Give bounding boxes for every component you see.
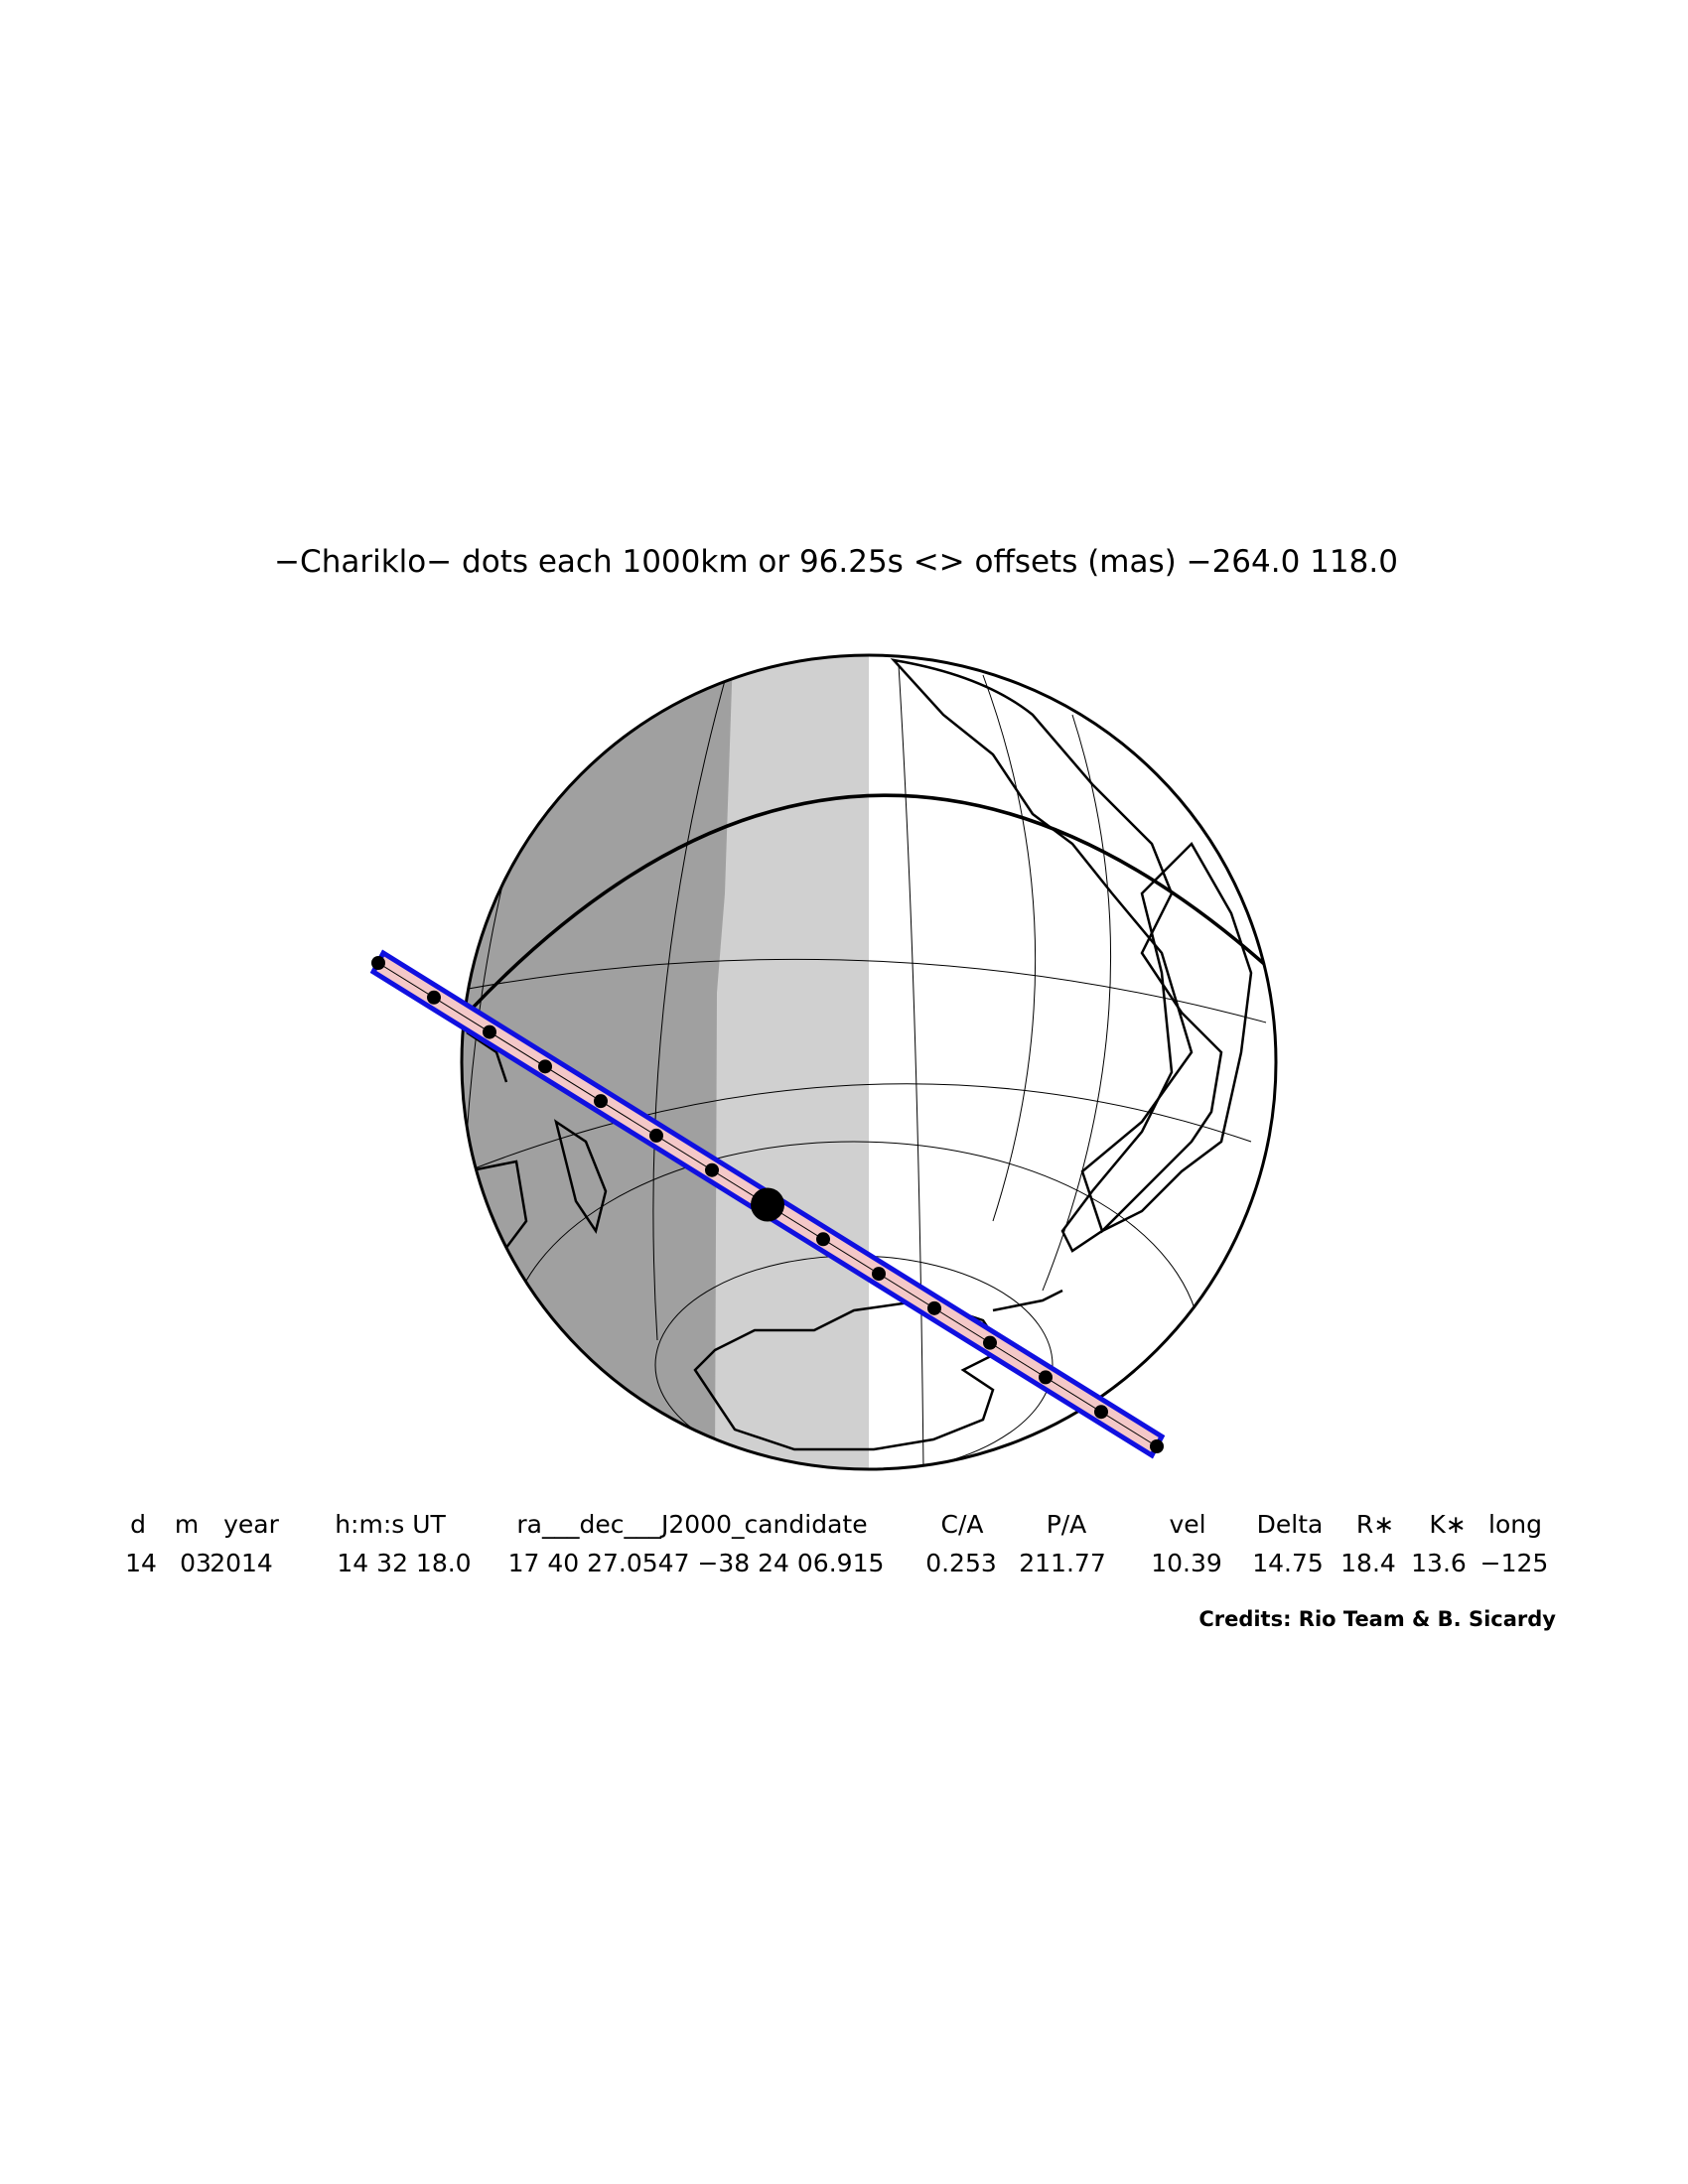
path-dot <box>371 956 385 970</box>
column-header: ra___dec___J2000_candidate <box>516 1510 867 1539</box>
column-header: long <box>1488 1510 1542 1539</box>
path-dot <box>1039 1370 1053 1385</box>
cell: 14 32 18.0 <box>337 1549 471 1577</box>
cell: 0.253 <box>925 1549 997 1577</box>
path-dot <box>1094 1405 1108 1420</box>
credits: Credits: Rio Team & B. Sicardy <box>1198 1607 1556 1631</box>
cell: 18.4 <box>1340 1549 1396 1577</box>
column-header: C/A <box>941 1510 984 1539</box>
cell: 17 40 27.0547 −38 24 06.915 <box>508 1549 885 1577</box>
path-dot <box>872 1267 886 1282</box>
path-dot <box>927 1300 941 1315</box>
column-header: h:m:s UT <box>335 1510 446 1539</box>
path-dot <box>594 1094 608 1109</box>
cell: 10.39 <box>1151 1549 1222 1577</box>
equator <box>462 793 1274 1024</box>
column-header: d <box>130 1510 146 1539</box>
column-header: K∗ <box>1429 1510 1466 1539</box>
cell: 14 <box>125 1549 157 1577</box>
map-title: −Chariklo− dots each 1000km or 96.25s <>… <box>274 544 1398 580</box>
path-dot <box>1150 1439 1164 1453</box>
column-header: m <box>175 1510 199 1539</box>
path-dot <box>705 1162 719 1177</box>
globe <box>460 653 1278 1471</box>
cell: −125 <box>1480 1549 1549 1577</box>
cell: 211.77 <box>1019 1549 1105 1577</box>
path-dot <box>649 1128 663 1143</box>
cell: 03 <box>180 1549 211 1577</box>
central-body <box>751 1187 784 1222</box>
globe-outline <box>460 653 1278 1471</box>
path-dots <box>371 956 1164 1453</box>
coastlines <box>465 658 1253 1451</box>
path-dot <box>538 1059 552 1074</box>
cell: 13.6 <box>1411 1549 1467 1577</box>
event-table: d m year h:m:s UT ra___dec___J2000_candidate… <box>125 1510 1548 1577</box>
column-header: year <box>223 1510 279 1539</box>
column-header: vel <box>1169 1510 1205 1539</box>
night-shading <box>462 655 869 1469</box>
path-dot <box>427 990 441 1005</box>
path-dot <box>483 1024 496 1039</box>
column-header: R∗ <box>1356 1510 1394 1539</box>
cell: 2014 <box>210 1549 273 1577</box>
cell: 14.75 <box>1252 1549 1324 1577</box>
column-header: P/A <box>1047 1510 1087 1539</box>
path-dot <box>816 1232 830 1247</box>
path-dot <box>983 1335 997 1350</box>
column-header: Delta <box>1257 1510 1324 1539</box>
